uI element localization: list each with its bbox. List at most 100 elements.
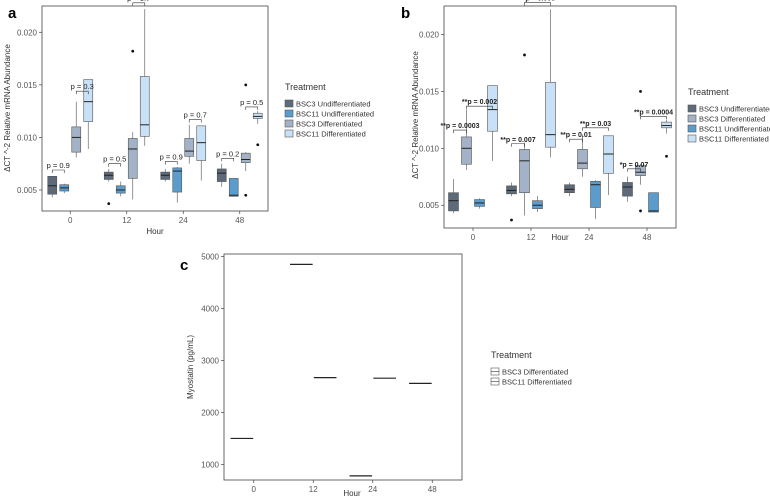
- y-tick-label: 2000: [201, 408, 219, 417]
- panel-a-pvalues: p = 0.9 p = 0.3 p = 0.5 p = 0.7 p = 0.9 p = 0…: [47, 0, 263, 173]
- panel-c-ylabel: Myostatin (pg/mL): [186, 335, 195, 399]
- pvalue-bracket: [453, 129, 467, 134]
- pvalue-bracket: [466, 105, 493, 110]
- pvalue-bracket: [188, 119, 202, 123]
- pvalue-label: **p = 0.007: [500, 137, 535, 144]
- x-tick-label: 12: [309, 485, 318, 494]
- pvalue-label: p = 0.9: [160, 153, 183, 162]
- x-tick-label: 24: [368, 485, 377, 494]
- pvalue-bracket: [569, 138, 583, 143]
- legend-swatch: [687, 134, 697, 143]
- pvalue-label: **p = 0.01: [560, 132, 591, 139]
- x-tick-label: 0: [68, 216, 73, 225]
- pvalue-bracket: [221, 158, 235, 162]
- pvalue-label: p = 0.9: [47, 161, 70, 170]
- pvalue-bracket: [582, 127, 609, 131]
- legend-swatch: [284, 99, 294, 108]
- legend-swatch: [284, 109, 294, 118]
- outlier-point: [244, 83, 248, 87]
- pvalue-bracket: [627, 168, 641, 172]
- pvalue-label: **p = 0.0003: [440, 123, 479, 130]
- box: [139, 76, 150, 137]
- legend-item-label: BSC11 Differentiated: [296, 130, 366, 139]
- legend-item-label: BSC11 Differentiated: [699, 135, 769, 144]
- panel-b-xlabel: Hour: [551, 233, 569, 242]
- panel-b-pvalues: **p = 0.0003 **p = 0.002 **p = 0.007 **p = …: [440, 0, 673, 172]
- legend-item-label: BSC3 Undifferentiated: [296, 100, 371, 109]
- box: [590, 181, 601, 208]
- box: [519, 149, 530, 194]
- pvalue-bracket: [164, 161, 178, 165]
- box: [172, 167, 183, 193]
- x-tick-label: 24: [585, 233, 594, 242]
- panel-a-ylabel: ΔCT ^-2 Relative mRNA Abundance: [3, 44, 12, 172]
- panel-c: c 1000 2000 3000 4000 5000 0 12 24 48 Hour Myost…: [180, 253, 572, 498]
- panel-a-boxes: [47, 9, 263, 206]
- x-tick-label: 12: [122, 216, 131, 225]
- box: [127, 138, 138, 179]
- y-tick-label: 0.020: [17, 28, 38, 37]
- legend-title: Treatment: [491, 350, 532, 360]
- outlier-point: [107, 202, 111, 206]
- panel-a-frame: [41, 5, 269, 212]
- pvalue-bracket: [132, 2, 146, 6]
- box: [532, 200, 543, 209]
- y-tick-label: 0.010: [17, 133, 38, 142]
- box: [577, 149, 588, 170]
- pvalue-bracket: [75, 90, 89, 95]
- box: [160, 171, 171, 180]
- legend-item-label: BSC11 Undifferentiated: [699, 125, 770, 134]
- pvalue-bracket: [640, 116, 667, 120]
- legend-item-label: BSC11 Differentiated: [502, 378, 572, 387]
- legend-swatch: [687, 124, 697, 133]
- y-tick-label: 5000: [201, 253, 219, 262]
- legend-swatch: [687, 104, 697, 113]
- x-tick-label: 48: [235, 216, 244, 225]
- outlier-point: [510, 218, 513, 222]
- outlier-point: [639, 89, 642, 93]
- y-tick-label: 0.005: [17, 186, 38, 195]
- pvalue-label: **p = 0.002: [462, 99, 497, 106]
- y-tick-label: 1000: [201, 460, 219, 469]
- box: [661, 121, 672, 129]
- outlier-point: [665, 154, 668, 158]
- legend-title: Treatment: [688, 87, 729, 97]
- pvalue-label: p = 0.7: [127, 0, 150, 3]
- pvalue-label: p = 0.2: [216, 149, 239, 158]
- panel-a-xlabel: Hour: [146, 227, 164, 236]
- x-tick-label: 48: [643, 233, 652, 242]
- panel-b-ticks: 0.005 0.010 0.015 0.020 0 12 24 48: [419, 30, 652, 242]
- pvalue-bracket: [245, 106, 259, 110]
- pvalue-label: p = 0.7: [184, 111, 207, 120]
- pvalue-label: **p = 0.0004: [634, 109, 673, 116]
- panel-b: b 0.005 0.010 0.015 0.020 0 12 24 48 **p = 0.00…: [401, 0, 770, 242]
- pvalue-label: **p = 0.03: [580, 121, 611, 128]
- panel-b-frame: [443, 5, 677, 229]
- box: [252, 112, 263, 119]
- box: [448, 192, 459, 212]
- legend-swatch: [687, 114, 697, 123]
- pvalue-label: **p = 0.003: [520, 0, 555, 3]
- outlier-point: [523, 53, 526, 57]
- legend-item-label: BSC3 Differentiated: [699, 115, 765, 124]
- box: [240, 152, 251, 163]
- y-tick-label: 0.005: [419, 201, 440, 210]
- box: [103, 171, 114, 180]
- box: [545, 81, 556, 148]
- box: [603, 135, 614, 174]
- box: [184, 138, 195, 157]
- x-tick-label: 0: [471, 233, 476, 242]
- box: [115, 185, 126, 194]
- y-tick-label: 3000: [201, 357, 219, 366]
- legend-item-label: BSC3 Undifferentiated: [699, 105, 770, 114]
- outlier-point: [639, 209, 642, 213]
- panel-c-letter: c: [180, 257, 188, 274]
- x-tick-label: 48: [428, 485, 437, 494]
- y-tick-label: 0.020: [419, 30, 440, 39]
- pvalue-label: p = 0.3: [71, 82, 94, 91]
